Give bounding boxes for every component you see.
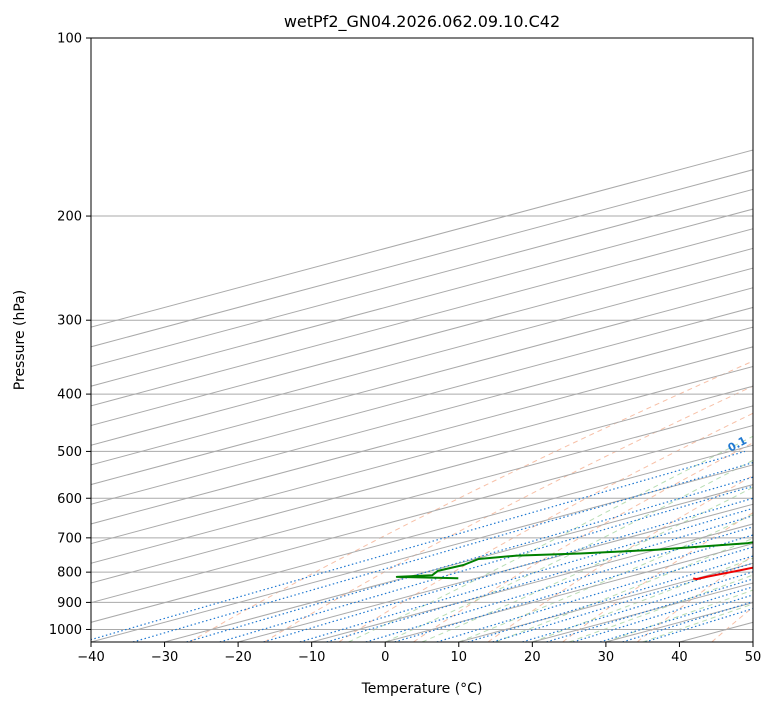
mixing-ratio-line — [132, 461, 753, 642]
x-axis-label: Temperature (°C) — [361, 681, 483, 697]
isotherm-line — [91, 425, 753, 604]
mixing-ratio-line — [365, 526, 753, 642]
isotherm-line — [91, 287, 753, 466]
mixing-ratio-line — [394, 534, 753, 642]
axes: −40 −30 −20 −10 0 10 20 30 40 50 100 200 300 400 500 60… — [49, 32, 761, 666]
dry-adiabat-line — [263, 385, 753, 642]
x-tick-label: 50 — [745, 650, 762, 665]
y-tick-label: 700 — [57, 531, 82, 546]
y-tick-label: 400 — [57, 388, 82, 403]
x-tick-label: 10 — [451, 650, 468, 665]
moist-adiabat-line — [605, 589, 753, 642]
isotherm-line — [91, 365, 753, 545]
dry-adiabat-line — [487, 475, 753, 642]
mixing-ratio-line — [263, 497, 753, 642]
isotherm-line — [91, 188, 753, 368]
x-tick-label: −10 — [298, 650, 325, 665]
profile-lines — [395, 541, 753, 581]
y-axis-label: Pressure (hPa) — [12, 290, 28, 390]
isotherm-line — [91, 326, 753, 505]
dewpoint-profile-line — [395, 541, 753, 580]
x-tick-label: 40 — [671, 650, 688, 665]
dry-adiabat-line — [189, 360, 753, 642]
y-tick-label: 500 — [57, 445, 82, 460]
mixing-ratio-line — [219, 485, 753, 642]
x-tick-label: −30 — [151, 650, 178, 665]
moist-adiabat-line — [385, 459, 753, 642]
moist-adiabat-line — [458, 513, 753, 642]
isotherm-line — [91, 405, 753, 584]
isotherm-line — [91, 385, 753, 564]
mixing-ratio-line — [467, 555, 753, 642]
chart-title: wetPf2_GN04.2026.062.09.10.C42 — [284, 12, 560, 32]
isotherm-line — [237, 503, 753, 642]
y-tick-label: 900 — [57, 596, 82, 611]
mixing-ratio-line — [436, 546, 753, 642]
moist-adiabat-line — [348, 435, 753, 642]
dry-adiabat-line — [338, 412, 753, 642]
isotherm-line — [91, 267, 753, 446]
x-tick-label: 30 — [598, 650, 615, 665]
isotherm-line — [311, 523, 753, 642]
isotherm-line — [91, 444, 753, 623]
background-lines — [91, 38, 753, 642]
y-tick-label: 100 — [57, 32, 82, 47]
isotherm-line — [164, 484, 753, 642]
isotherm-line — [91, 464, 753, 642]
plot-frame — [90, 37, 754, 643]
isotherm-line — [91, 208, 753, 387]
isotherm-line — [91, 169, 753, 348]
y-tick-label: 1000 — [49, 623, 82, 638]
mixing-ratio-line — [492, 562, 753, 642]
x-tick-label: 20 — [524, 650, 541, 665]
isotherm-line — [91, 306, 753, 486]
y-tick-label: 200 — [57, 210, 82, 225]
x-tick-label: −20 — [224, 650, 251, 665]
y-tick-label: 800 — [57, 566, 82, 581]
mixing-ratio-line — [522, 571, 753, 642]
isotherm-line — [91, 228, 753, 407]
mixing-ratio-line — [546, 578, 753, 642]
y-tick-label: 300 — [57, 314, 82, 329]
mixing-ratio-line — [91, 450, 746, 641]
isotherm-line — [91, 247, 753, 427]
moist-adiabat-line — [532, 557, 753, 642]
x-tick-label: −40 — [77, 650, 104, 665]
x-tick-label: 0 — [381, 650, 389, 665]
y-tick-label: 600 — [57, 492, 82, 507]
